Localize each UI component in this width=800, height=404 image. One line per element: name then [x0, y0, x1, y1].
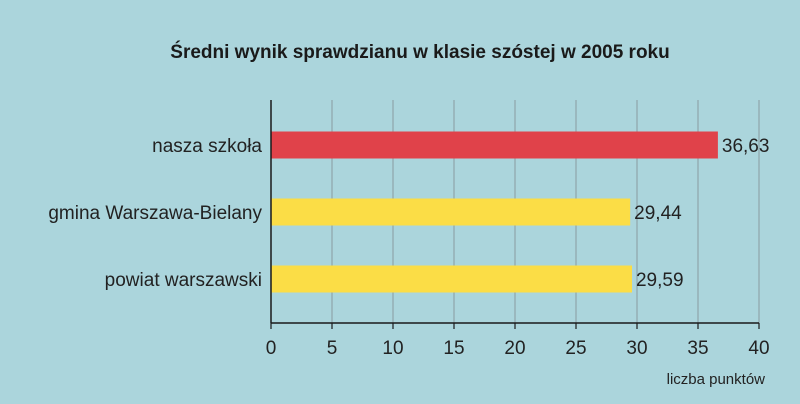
value-label-1: 29,44 — [634, 203, 682, 224]
bar-1 — [271, 198, 631, 226]
category-label-2: powiat warszawski — [105, 270, 262, 291]
category-label-1: gmina Warszawa-Bielany — [48, 203, 262, 224]
x-tick-label-8: 40 — [748, 338, 769, 359]
x-tick-label-7: 35 — [687, 338, 708, 359]
bar-2 — [271, 265, 632, 293]
x-tick-label-1: 5 — [327, 338, 338, 359]
x-tick-label-2: 10 — [382, 338, 403, 359]
value-label-0: 36,63 — [722, 136, 770, 157]
x-tick-label-4: 20 — [504, 338, 525, 359]
x-tick-label-3: 15 — [443, 338, 464, 359]
x-tick-label-0: 0 — [266, 338, 277, 359]
category-label-0: nasza szkoła — [152, 136, 262, 157]
value-label-2: 29,59 — [636, 270, 684, 291]
x-tick-label-6: 30 — [626, 338, 647, 359]
bar-0 — [271, 131, 718, 159]
chart-title: Średni wynik sprawdzianu w klasie szóste… — [170, 42, 670, 63]
x-axis-title: liczba punktów — [667, 371, 766, 388]
x-tick-label-5: 25 — [565, 338, 586, 359]
